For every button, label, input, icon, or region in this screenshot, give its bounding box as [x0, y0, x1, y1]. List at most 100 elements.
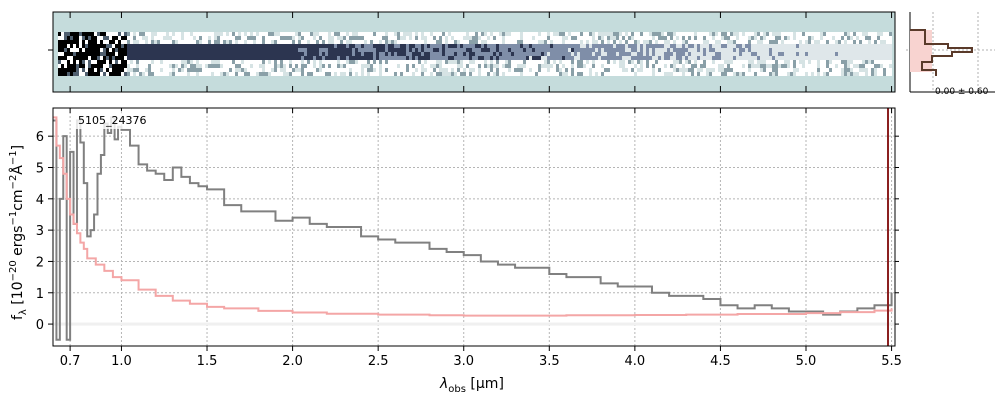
spectrum-2d-pixel [235, 64, 238, 68]
spectrum-2d-pixel [742, 60, 745, 64]
spectrum-2d-pixel [193, 72, 196, 76]
spectrum-2d-pixel [433, 60, 436, 64]
spectrum-2d-pixel [850, 68, 853, 72]
y-label-close: ] [10, 145, 26, 150]
spectrum-2d-pixel [502, 64, 505, 68]
spectrum-2d-pixel [787, 60, 790, 64]
spectrum-2d-pixel [346, 52, 349, 56]
spectrum-2d-pixel [367, 68, 370, 72]
spectrum-2d-pixel [676, 44, 679, 48]
spectrum-2d-pixel [595, 44, 598, 48]
spectrum-2d-pixel [775, 36, 778, 40]
spectrum-2d-pixel [184, 44, 187, 48]
spectrum-2d-pixel [400, 64, 403, 68]
spectrum-2d-pixel [310, 32, 313, 36]
spectrum-2d-pixel [685, 44, 688, 48]
spectrum-2d-pixel [859, 56, 862, 60]
spectrum-2d-pixel [691, 68, 694, 72]
spectrum-2d-pixel [67, 72, 70, 76]
spectrum-2d-pixel [811, 68, 814, 72]
spectrum-2d-pixel [553, 64, 556, 68]
spectrum-2d-pixel [85, 72, 88, 76]
y-tick-label: 4 [36, 193, 44, 208]
spectrum-2d-pixel [724, 60, 727, 64]
spectrum-2d-pixel [307, 44, 310, 48]
spectrum-2d-pixel [811, 60, 814, 64]
spectrum-2d-pixel [796, 64, 799, 68]
spectrum-2d-pixel [184, 72, 187, 76]
spectrum-2d-pixel [562, 44, 565, 48]
spectrum-2d-pixel [373, 32, 376, 36]
spectrum-2d-pixel [139, 52, 142, 56]
spectrum-2d-pixel [103, 32, 106, 36]
spectrum-2d-pixel [832, 32, 835, 36]
spectrum-2d-pixel [643, 48, 646, 52]
spectrum-2d-pixel [79, 56, 82, 60]
spectrum-2d-pixel [757, 36, 760, 40]
spectrum-2d-pixel [856, 36, 859, 40]
spectrum-2d-pixel [826, 40, 829, 44]
spectrum-2d-pixel [226, 36, 229, 40]
spectrum-2d-pixel [595, 64, 598, 68]
spectrum-2d-pixel [541, 44, 544, 48]
spectrum-2d-pixel [673, 52, 676, 56]
spectrum-2d-pixel [586, 32, 589, 36]
spectrum-2d-pixel [802, 68, 805, 72]
spectrum-2d-pixel [214, 44, 217, 48]
spectrum-2d-pixel [559, 72, 562, 76]
spectrum-2d-pixel [400, 44, 403, 48]
spectrum-2d-pixel [346, 32, 349, 36]
spectrum-2d-pixel [616, 52, 619, 56]
spectrum-2d-pixel [268, 68, 271, 72]
spectrum-2d-pixel [562, 36, 565, 40]
spectrum-2d-pixel [712, 32, 715, 36]
spectrum-2d-pixel [628, 60, 631, 64]
spectrum-2d-pixel [403, 60, 406, 64]
spectrum-2d-pixel [265, 60, 268, 64]
spectrum-2d-pixel [640, 36, 643, 40]
spectrum-2d-pixel [553, 56, 556, 60]
spectrum-2d-pixel [160, 64, 163, 68]
spectrum-2d-pixel [574, 48, 577, 52]
spectrum-2d-pixel [853, 64, 856, 68]
spectrum-2d-pixel [400, 40, 403, 44]
spectrum-2d-pixel [121, 48, 124, 52]
spectrum-2d-pixel [301, 44, 304, 48]
spectrum-2d-pixel [115, 60, 118, 64]
spectrum-2d-pixel [145, 72, 148, 76]
spectrum-2d-pixel [832, 56, 835, 60]
spectrum-2d-pixel [547, 40, 550, 44]
spectrum-2d-pixel [232, 48, 235, 52]
spectrum-2d-pixel [241, 32, 244, 36]
spectrum-2d-pixel [97, 60, 100, 64]
spectrum-2d-pixel [172, 48, 175, 52]
spectrum-2d-pixel [283, 52, 286, 56]
spectrum-2d-pixel [703, 44, 706, 48]
spectrum-2d-pixel [676, 36, 679, 40]
spectrum-2d-pixel [793, 60, 796, 64]
spectrum-2d-pixel [613, 36, 616, 40]
spectrum-2d-pixel [679, 64, 682, 68]
spectrum-2d-pixel [394, 60, 397, 64]
spectrum-2d-pixel [769, 40, 772, 44]
spectrum-2d-pixel [508, 64, 511, 68]
spectrum-2d-pixel [772, 52, 775, 56]
spectrum-2d-pixel [514, 32, 517, 36]
spectrum-2d-pixel [262, 64, 265, 68]
spectrum-2d-pixel [127, 64, 130, 68]
spectrum-2d-pixel [685, 60, 688, 64]
spectrum-2d-pixel [331, 64, 334, 68]
spectrum-2d-pixel [622, 64, 625, 68]
spectrum-2d-pixel [877, 44, 880, 48]
spectrum-2d-pixel [322, 36, 325, 40]
spectrum-2d-pixel [319, 32, 322, 36]
spectrum-2d-pixel [202, 32, 205, 36]
spectrum-2d-pixel [427, 64, 430, 68]
spectrum-2d-pixel [610, 72, 613, 76]
spectrum-2d-pixel [232, 60, 235, 64]
spectrum-2d-pixel [514, 64, 517, 68]
spectrum-2d-pixel [823, 40, 826, 44]
spectrum-2d-pixel [589, 44, 592, 48]
spectrum-2d-pixel [832, 44, 835, 48]
spectrum-2d-pixel [766, 60, 769, 64]
